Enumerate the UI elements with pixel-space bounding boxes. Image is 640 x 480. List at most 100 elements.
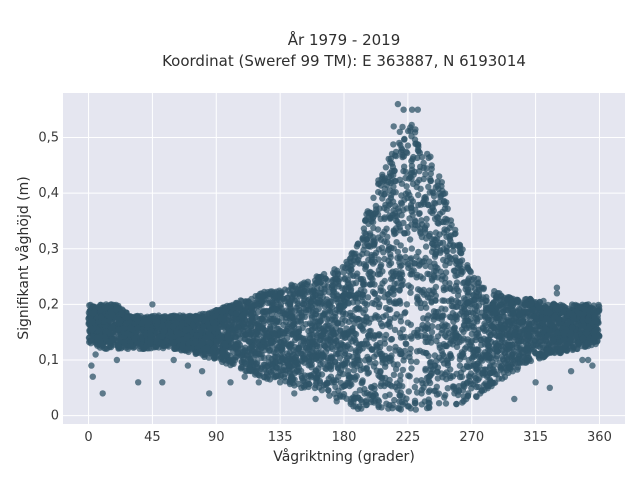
data-point: [297, 319, 304, 326]
data-point: [423, 215, 430, 223]
data-point: [465, 338, 472, 346]
data-point: [444, 385, 451, 392]
data-point: [408, 166, 416, 173]
data-point: [481, 349, 489, 356]
data-point: [384, 233, 391, 241]
data-point: [482, 305, 490, 312]
data-point: [450, 303, 457, 310]
data-point: [332, 330, 339, 337]
data-point: [217, 314, 224, 322]
data-point: [386, 187, 394, 194]
data-point: [399, 366, 407, 374]
data-point: [399, 153, 406, 161]
data-point: [356, 387, 364, 394]
data-point: [363, 340, 371, 347]
data-point: [254, 302, 261, 310]
data-point: [497, 321, 504, 328]
data-point: [404, 261, 412, 268]
data-point: [378, 244, 386, 251]
data-point: [300, 338, 307, 345]
data-point: [385, 320, 392, 328]
data-point: [124, 330, 131, 337]
data-point: [372, 359, 379, 367]
data-point: [434, 375, 441, 382]
data-point: [446, 224, 453, 231]
data-point: [86, 338, 93, 346]
data-point: [375, 177, 382, 184]
data-point: [377, 190, 385, 197]
data-point: [425, 154, 432, 161]
data-point: [127, 324, 134, 332]
data-point: [435, 390, 443, 397]
data-point: [362, 217, 369, 225]
data-point: [431, 273, 438, 281]
data-point: [413, 348, 421, 355]
data-point: [359, 379, 366, 386]
data-point: [549, 321, 556, 329]
data-point: [356, 306, 363, 313]
data-point: [331, 378, 338, 386]
data-point: [193, 332, 200, 339]
data-point: [411, 260, 418, 267]
data-point: [442, 392, 449, 399]
data-point: [399, 383, 406, 390]
data-point: [242, 344, 249, 351]
data-point: [285, 287, 292, 294]
data-point: [370, 194, 377, 201]
data-point: [478, 284, 485, 291]
data-point: [302, 321, 310, 328]
data-point: [432, 283, 440, 291]
data-point: [381, 214, 388, 221]
data-point: [399, 393, 406, 400]
data-point: [564, 319, 572, 326]
data-point: [345, 281, 352, 288]
data-point: [451, 324, 458, 331]
data-point: [350, 367, 358, 374]
data-point: [231, 343, 238, 350]
data-point: [423, 404, 431, 412]
data-point: [289, 321, 297, 328]
data-point: [439, 239, 447, 246]
data-point: [485, 329, 492, 336]
data-point: [359, 280, 367, 288]
data-point: [479, 294, 487, 301]
data-point: [115, 316, 122, 323]
data-point: [97, 314, 105, 321]
data-point: [274, 353, 281, 360]
data-point: [312, 368, 320, 375]
data-point: [371, 385, 378, 393]
data-point: [426, 189, 433, 196]
data-point: [291, 362, 299, 369]
data-point: [415, 191, 422, 199]
data-point: [398, 212, 405, 219]
data-point: [406, 215, 413, 222]
data-point: [556, 342, 564, 349]
data-point: [276, 338, 283, 346]
data-point: [413, 140, 420, 147]
data-point: [339, 384, 346, 391]
data-point: [364, 294, 372, 301]
data-point: [456, 242, 464, 249]
data-point: [285, 361, 292, 368]
data-point: [113, 306, 120, 313]
data-point: [414, 300, 421, 307]
data-point: [336, 275, 343, 283]
data-point: [472, 378, 479, 385]
data-point: [379, 195, 386, 202]
data-point: [316, 297, 323, 304]
data-point: [410, 267, 417, 274]
data-point: [328, 324, 335, 332]
data-point: [384, 380, 391, 387]
data-point: [387, 254, 394, 261]
data-point: [318, 371, 326, 378]
data-point: [440, 286, 448, 294]
data-point: [315, 322, 323, 329]
data-point: [390, 207, 397, 214]
data-point: [382, 363, 389, 370]
data-point: [369, 392, 377, 400]
data-point: [550, 336, 557, 344]
data-point: [420, 164, 427, 171]
data-point: [360, 236, 367, 244]
data-point: [404, 223, 412, 231]
